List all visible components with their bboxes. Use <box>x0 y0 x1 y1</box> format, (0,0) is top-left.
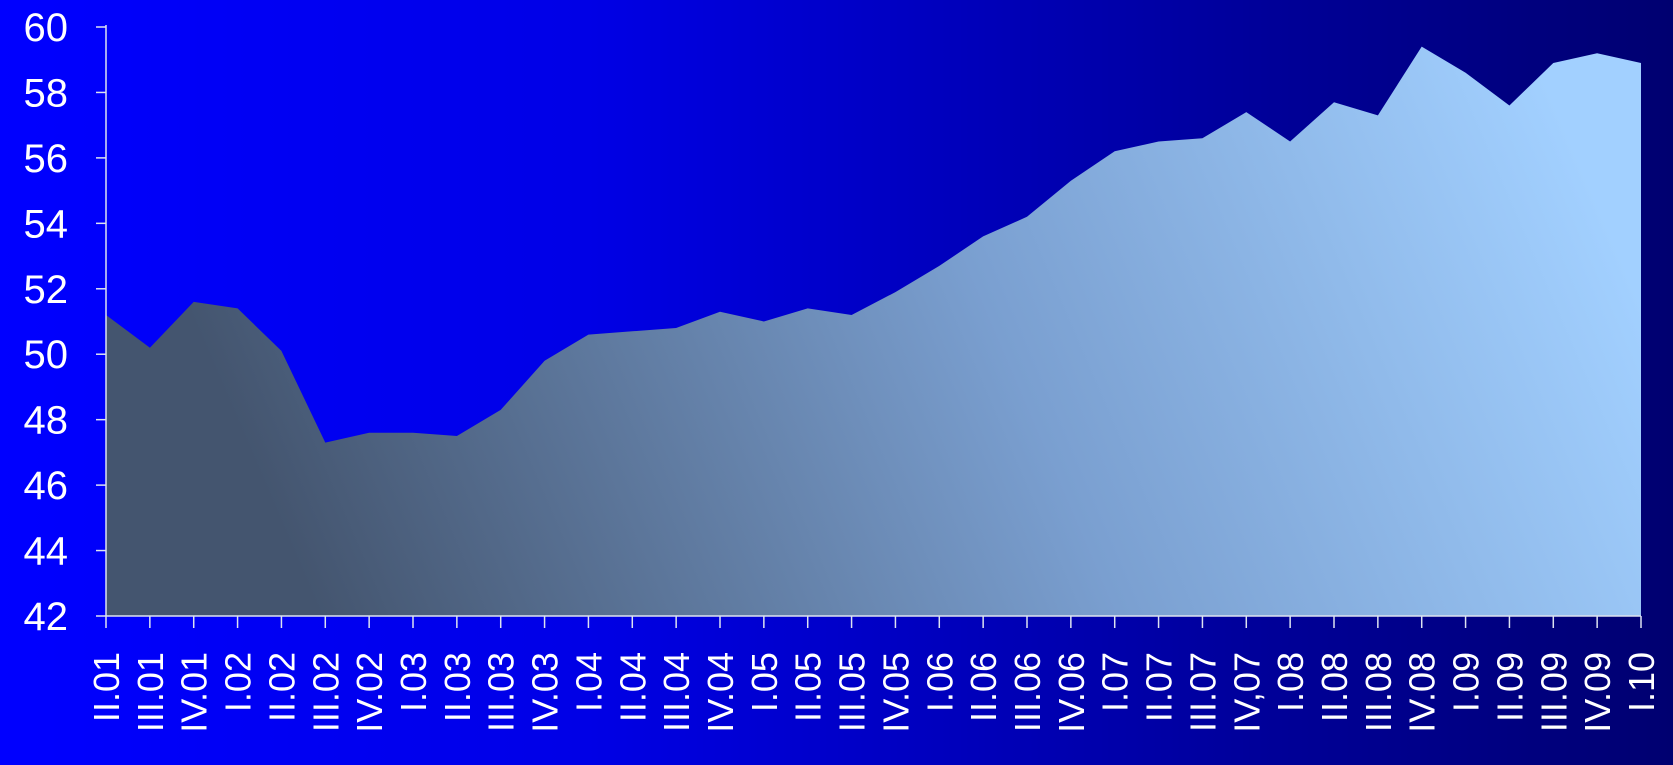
x-tick-label: IV.03 <box>525 652 566 733</box>
y-axis-ticks: 60 58 56 54 52 50 48 46 44 42 <box>24 6 106 639</box>
x-tick-label: IV.01 <box>174 652 215 733</box>
plot-area <box>106 46 1641 617</box>
x-tick-label: IV.08 <box>1402 652 1443 733</box>
y-tick-label: 58 <box>24 71 69 115</box>
x-tick-label: IV,07 <box>1226 652 1267 733</box>
y-tick-label: 60 <box>24 6 69 50</box>
y-tick-label: 52 <box>24 268 69 312</box>
x-tick-label: II.05 <box>788 652 829 722</box>
x-tick-label: IV.06 <box>1051 652 1092 733</box>
x-tick-label: II.07 <box>1139 652 1180 722</box>
x-tick-label: II.06 <box>963 652 1004 722</box>
x-tick-label: III.02 <box>305 652 346 732</box>
axes <box>105 25 1641 617</box>
x-tick-label: I.03 <box>393 652 434 712</box>
series-area <box>106 46 1641 617</box>
y-tick-label: 48 <box>24 399 69 443</box>
x-tick-label: I.05 <box>744 652 785 712</box>
x-tick-label: II.04 <box>612 652 653 722</box>
x-tick-label: IV.05 <box>875 652 916 733</box>
x-tick-label: I.02 <box>218 652 259 712</box>
y-tick-label: 46 <box>24 464 69 508</box>
x-tick-label: I.07 <box>1095 652 1136 712</box>
x-tick-label: III.08 <box>1358 652 1399 732</box>
x-tick-label: III.06 <box>1007 652 1048 732</box>
x-tick-label: III.03 <box>481 652 522 732</box>
x-tick-label: II.01 <box>86 652 127 722</box>
x-tick-label: III.07 <box>1182 652 1223 732</box>
x-tick-label: III.04 <box>656 652 697 732</box>
x-tick-label: II.08 <box>1314 652 1355 722</box>
x-tick-label: II.09 <box>1489 652 1530 722</box>
y-tick-label: 44 <box>24 530 69 574</box>
y-tick-label: 50 <box>24 333 69 377</box>
y-tick-label: 56 <box>24 137 69 181</box>
x-tick-label: I.06 <box>919 652 960 712</box>
x-tick-label: IV.04 <box>700 652 741 733</box>
x-tick-label: IV.02 <box>349 652 390 733</box>
x-tick-label: I.04 <box>568 652 609 712</box>
x-tick-label: II.03 <box>437 652 478 722</box>
x-axis-ticks: II.01 III.01 IV.01 I.02 II.02 III.02 IV.02 I.03… <box>86 616 1662 733</box>
x-tick-label: I.10 <box>1621 652 1662 712</box>
x-tick-label: III.01 <box>130 652 171 732</box>
x-tick-label: III.09 <box>1533 652 1574 732</box>
x-tick-label: II.02 <box>261 652 302 722</box>
x-tick-label: IV.09 <box>1577 652 1618 733</box>
x-tick-label: I.08 <box>1270 652 1311 712</box>
x-tick-label: I.09 <box>1446 652 1487 712</box>
y-tick-label: 54 <box>24 202 69 246</box>
y-tick-label: 42 <box>24 595 69 639</box>
x-tick-label: III.05 <box>832 652 873 732</box>
